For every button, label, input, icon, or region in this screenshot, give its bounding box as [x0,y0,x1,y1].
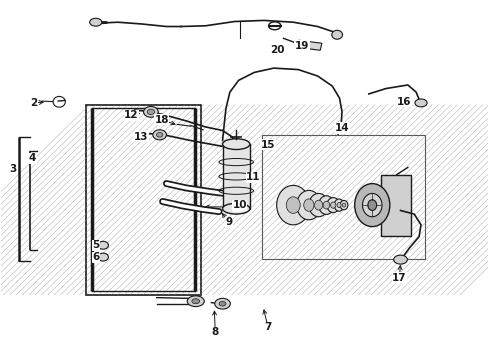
Ellipse shape [323,201,329,209]
Text: 14: 14 [334,123,348,133]
Ellipse shape [333,199,343,211]
Ellipse shape [296,190,321,220]
Bar [380,175,410,235]
Ellipse shape [143,107,158,117]
Ellipse shape [147,109,154,114]
Ellipse shape [214,298,230,309]
Ellipse shape [342,203,345,207]
Text: 13: 13 [134,132,148,142]
Ellipse shape [362,193,381,217]
Bar [261,135,424,259]
Ellipse shape [339,201,347,210]
Text: 3: 3 [9,164,17,174]
Bar [297,40,321,50]
Ellipse shape [156,132,163,137]
Text: 4: 4 [29,153,36,163]
Text: 10: 10 [232,200,246,210]
Text: 19: 19 [294,41,308,50]
Text: 1: 1 [233,202,240,212]
Ellipse shape [336,203,341,208]
Ellipse shape [393,255,407,264]
Ellipse shape [326,198,339,213]
Text: 12: 12 [124,111,138,121]
Ellipse shape [222,139,249,149]
Text: 16: 16 [396,97,411,107]
Ellipse shape [98,241,108,249]
Text: 17: 17 [391,273,406,283]
Ellipse shape [314,200,322,210]
Ellipse shape [367,200,376,211]
Ellipse shape [318,196,333,215]
Ellipse shape [191,299,199,304]
Ellipse shape [89,18,102,26]
Ellipse shape [268,22,280,30]
Ellipse shape [53,96,65,107]
Ellipse shape [276,185,309,225]
Text: 2: 2 [30,98,38,108]
Ellipse shape [219,301,225,306]
Text: 15: 15 [260,140,275,150]
Text: 7: 7 [264,322,271,332]
Text: 5: 5 [92,240,99,250]
Ellipse shape [153,130,166,140]
Ellipse shape [187,296,204,307]
Ellipse shape [222,203,249,214]
Ellipse shape [354,184,389,226]
Ellipse shape [285,197,300,213]
Ellipse shape [303,199,313,211]
Text: 8: 8 [211,327,219,337]
Text: 11: 11 [245,172,260,182]
Text: 20: 20 [270,45,285,55]
Ellipse shape [331,30,342,39]
Ellipse shape [98,253,108,261]
Ellipse shape [308,193,328,217]
Bar [86,105,200,295]
Text: 6: 6 [92,252,99,262]
Bar [222,144,249,209]
Text: 9: 9 [225,217,232,227]
Ellipse shape [330,202,335,208]
Ellipse shape [414,99,426,107]
Text: 18: 18 [154,115,168,125]
